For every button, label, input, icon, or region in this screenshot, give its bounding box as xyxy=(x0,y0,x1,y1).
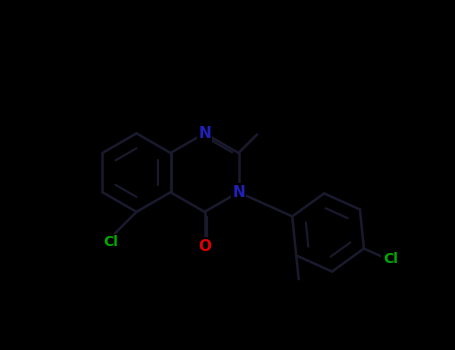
Text: N: N xyxy=(198,126,211,141)
Text: N: N xyxy=(232,185,245,200)
Text: O: O xyxy=(198,239,211,254)
Text: Cl: Cl xyxy=(383,252,398,266)
Text: Cl: Cl xyxy=(104,235,119,249)
